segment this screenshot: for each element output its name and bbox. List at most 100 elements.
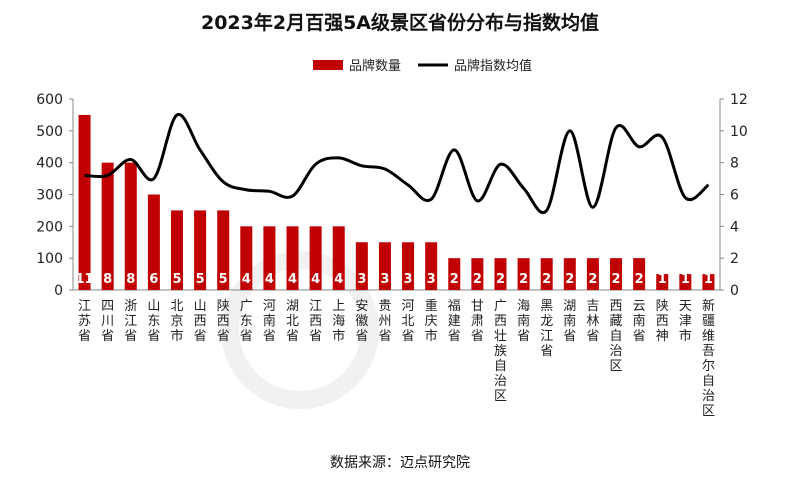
legend-bar-swatch: [313, 60, 343, 70]
bar-data-label: 2: [473, 272, 482, 287]
bar-data-label: 2: [635, 272, 644, 287]
chart-source: 数据来源：迈点研究院: [330, 455, 470, 471]
right-tick-label: 6: [730, 188, 739, 204]
bar: [101, 162, 114, 290]
left-tick-label: 600: [36, 92, 63, 108]
bar-data-label: 5: [172, 272, 181, 287]
x-tick-label: 山西省: [194, 299, 207, 344]
bar-data-label: 2: [496, 272, 505, 287]
x-tick-label: 湖北省: [286, 299, 299, 344]
right-tick-label: 4: [730, 219, 739, 235]
left-tick-label: 200: [36, 219, 63, 235]
bar: [656, 274, 669, 290]
bar: [610, 258, 623, 290]
bar: [378, 242, 391, 290]
bar: [402, 242, 415, 290]
bar-data-label: 2: [542, 272, 551, 287]
x-tick-label: 浙江省: [124, 299, 137, 344]
bar-data-label: 2: [611, 272, 620, 287]
right-tick-label: 10: [730, 124, 748, 140]
chart-title: 2023年2月百强5A级景区省份分布与指数均值: [200, 12, 600, 34]
bar-data-label: 4: [242, 272, 251, 287]
bar: [494, 258, 507, 290]
bar-data-label: 3: [427, 272, 436, 287]
left-tick-label: 100: [36, 251, 63, 267]
bar-data-label: 6: [149, 272, 158, 287]
bar-data-label: 2: [450, 272, 459, 287]
x-tick-label: 陕西神: [656, 299, 669, 344]
left-tick-label: 0: [54, 283, 63, 299]
bar-data-label: 3: [357, 272, 366, 287]
bar: [147, 194, 160, 290]
bar: [78, 114, 91, 291]
bar: [540, 258, 553, 290]
bar: [240, 226, 253, 290]
x-tick-label: 贵州省: [378, 299, 391, 344]
right-tick-label: 0: [730, 283, 739, 299]
x-tick-label: 新疆维吾尔自治区: [702, 298, 715, 419]
x-tick-label: 广西壮族自治区: [494, 299, 507, 404]
bar-data-label: 4: [311, 272, 320, 287]
x-tick-label: 河北省: [402, 299, 415, 344]
bar: [471, 258, 484, 290]
bar: [263, 226, 276, 290]
x-tick-label: 江苏省: [78, 299, 91, 344]
x-tick-label: 陕西省: [217, 299, 230, 344]
x-tick-label: 重庆市: [425, 298, 438, 344]
bar: [332, 226, 345, 290]
bar: [517, 258, 530, 290]
right-tick-label: 12: [730, 92, 748, 108]
bar-data-label: 5: [196, 272, 205, 287]
bar-data-label: 5: [219, 272, 228, 287]
x-tick-label: 广东省: [240, 299, 253, 344]
bar: [124, 162, 137, 290]
bar: [194, 210, 207, 290]
bar: [448, 258, 461, 290]
bar: [355, 242, 368, 290]
bar: [309, 226, 322, 290]
bar: [702, 274, 715, 290]
x-tick-label: 黑龙江省: [540, 299, 553, 359]
bar-data-label: 1: [704, 272, 713, 287]
bar: [586, 258, 599, 290]
x-tick-label: 西藏自治区: [610, 299, 623, 374]
watermark-logo: [221, 251, 379, 409]
x-tick-label: 湖南省: [563, 299, 576, 344]
x-tick-label: 山东省: [147, 299, 160, 344]
x-tick-label: 天津市: [679, 299, 692, 344]
legend-line-label: 品牌指数均值: [454, 58, 532, 74]
right-tick-label: 8: [730, 156, 739, 172]
bar-data-label: 3: [380, 272, 389, 287]
x-tick-label: 江西省: [309, 299, 322, 344]
left-tick-label: 500: [36, 124, 63, 140]
index-line: [84, 113, 710, 215]
bar: [633, 258, 646, 290]
x-tick-label: 安徽省: [355, 299, 368, 344]
bar: [286, 226, 299, 290]
bar-data-label: 2: [588, 272, 597, 287]
x-tick-label: 福建省: [448, 299, 461, 344]
x-tick-label: 吉林省: [586, 299, 599, 344]
bar-data-label: 3: [404, 272, 413, 287]
bar-data-label: 4: [265, 272, 274, 287]
x-tick-label: 北京市: [170, 299, 183, 344]
bar-data-label: 2: [565, 272, 574, 287]
x-tick-label: 云南省: [633, 299, 646, 344]
right-tick-label: 2: [730, 251, 739, 267]
left-tick-label: 300: [36, 188, 63, 204]
bar: [217, 210, 230, 290]
bar-data-label: 2: [519, 272, 528, 287]
bar: [170, 210, 183, 290]
bar: [563, 258, 576, 290]
bar-data-label: 1: [681, 272, 690, 287]
x-tick-label: 四川省: [101, 299, 114, 344]
left-tick-label: 400: [36, 156, 63, 172]
bar: [425, 242, 438, 290]
x-tick-label: 海南省: [517, 299, 530, 344]
x-tick-label: 上海市: [332, 299, 345, 344]
x-tick-label: 甘肃省: [471, 299, 484, 344]
bar: [679, 274, 692, 290]
bar-data-label: 11: [76, 272, 94, 287]
